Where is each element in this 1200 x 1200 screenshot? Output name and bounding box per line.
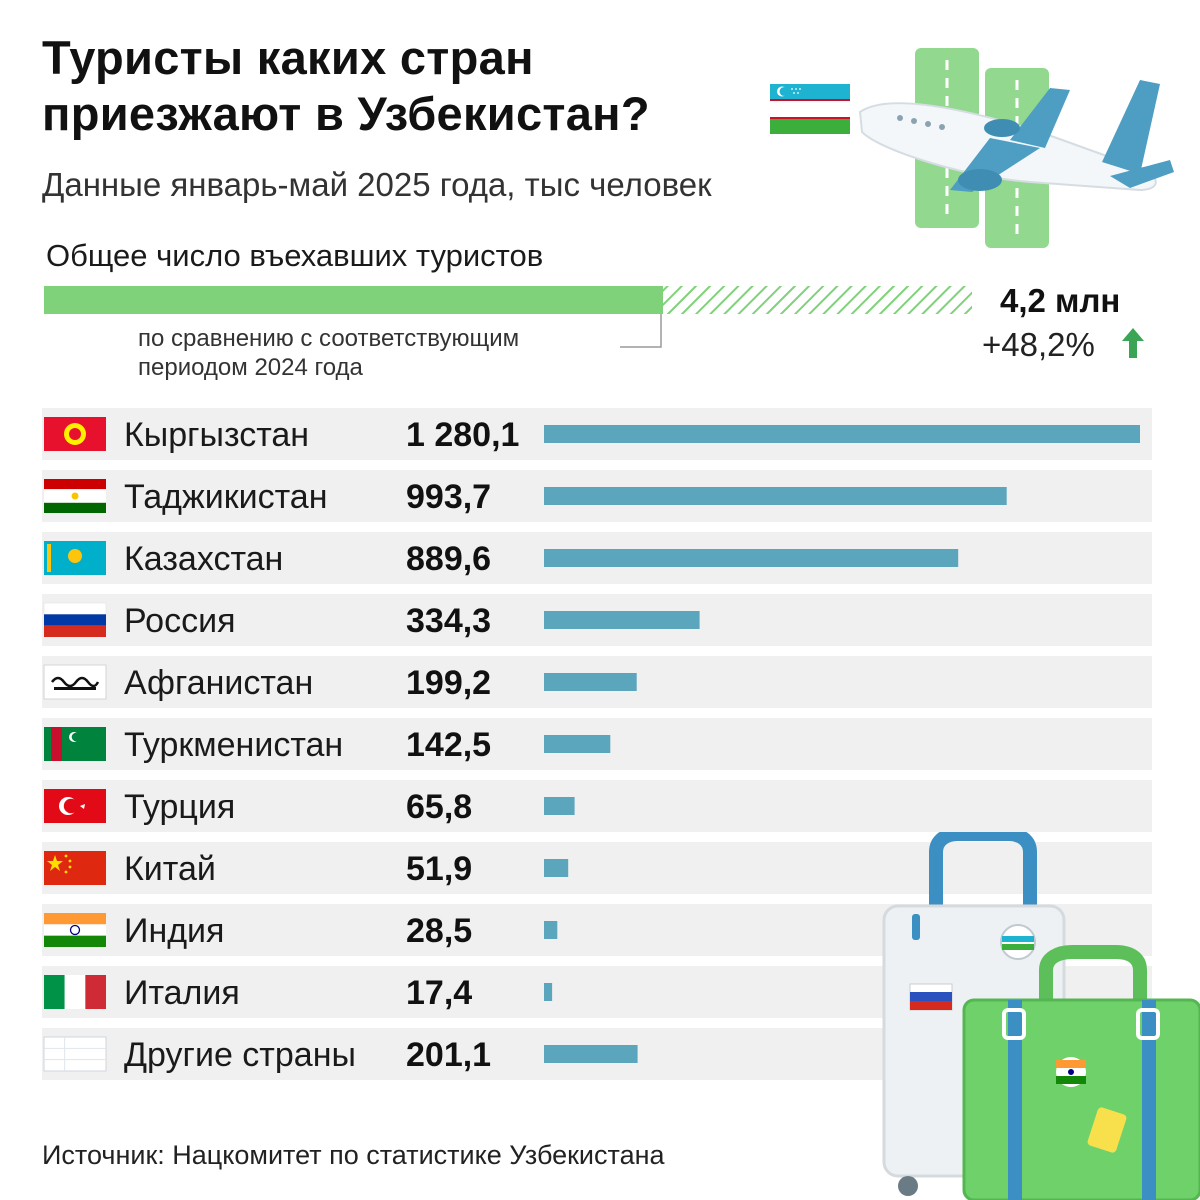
total-value: 4,2 млн — [1000, 282, 1121, 319]
category-label: Туркменистан — [124, 726, 343, 764]
value-label: 1 280,1 — [406, 416, 519, 454]
category-label: Кыргызстан — [124, 416, 309, 454]
comparison-leader-line — [620, 314, 662, 348]
tajikistan-flag-icon — [44, 479, 106, 513]
category-label: Казахстан — [124, 540, 283, 578]
china-flag-icon — [44, 851, 106, 885]
row-background — [42, 780, 1152, 832]
chart-row: Турция 65,8 — [42, 780, 1152, 832]
value-label: 17,4 — [406, 974, 472, 1012]
bar — [544, 425, 1140, 443]
category-label: Турция — [124, 788, 235, 826]
chart-row: Россия 334,3 — [42, 594, 1152, 646]
title-line-1: Туристы каких стран — [42, 31, 534, 84]
bar — [544, 859, 569, 877]
chart-row: Кыргызстан 1 280,1 — [42, 408, 1152, 460]
bar — [544, 1045, 638, 1063]
comparison-note-line-1: по сравнению с соответствующим — [138, 325, 520, 352]
india-flag-icon — [44, 913, 106, 947]
chart-row: Казахстан 889,6 — [42, 532, 1152, 584]
total-bar-prior-period — [44, 286, 663, 314]
value-label: 51,9 — [406, 850, 472, 888]
value-label: 889,6 — [406, 540, 491, 578]
other-countries-flag-icon — [43, 1036, 107, 1072]
bar — [544, 611, 700, 629]
value-label: 65,8 — [406, 788, 472, 826]
value-label: 199,2 — [406, 664, 491, 702]
chart-row: Таджикистан 993,7 — [42, 470, 1152, 522]
value-label: 142,5 — [406, 726, 491, 764]
category-label: Таджикистан — [124, 478, 327, 516]
country-bar-chart: Кыргызстан 1 280,1 Таджикистан 993,7 Казахст… — [42, 408, 1152, 1080]
category-label: Россия — [124, 602, 236, 640]
bar — [544, 549, 959, 567]
bar — [544, 487, 1007, 505]
category-label: Китай — [124, 850, 216, 888]
value-label: 201,1 — [406, 1036, 491, 1074]
category-label: Индия — [124, 912, 224, 950]
afghanistan-flag-icon — [43, 664, 107, 700]
russia-flag-icon — [43, 602, 107, 637]
comparison-note: по сравнению с соответствующим периодом … — [138, 324, 519, 382]
italy-flag-icon — [44, 975, 106, 1009]
turkmenistan-flag-icon — [44, 727, 106, 761]
kyrgyzstan-flag-icon — [44, 417, 106, 451]
bar — [544, 797, 575, 815]
growth-arrow-icon — [1122, 328, 1144, 358]
chart-row: Туркменистан 142,5 — [42, 718, 1152, 770]
uzbekistan-flag-icon — [770, 84, 850, 134]
row-background — [42, 842, 1152, 894]
bar — [544, 921, 558, 939]
source-note: Источник: Нацкомитет по статистике Узбек… — [42, 1140, 665, 1170]
chart-subtitle: Данные январь-май 2025 года, тыс человек — [42, 166, 712, 203]
total-label: Общее число въехавших туристов — [46, 238, 544, 273]
total-growth: +48,2% — [982, 326, 1095, 363]
bar — [544, 673, 637, 691]
airplane-illustration — [858, 48, 1174, 248]
chart-title: Туристы каких стран приезжают в Узбекист… — [42, 30, 802, 142]
chart-row: Китай 51,9 — [42, 842, 1152, 894]
value-label: 993,7 — [406, 478, 491, 516]
category-label: Италия — [124, 974, 240, 1012]
chart-row: Афганистан 199,2 — [42, 656, 1152, 708]
comparison-note-line-2: периодом 2024 года — [138, 354, 363, 381]
luggage-illustration — [882, 832, 1200, 1200]
category-label: Афганистан — [124, 664, 313, 702]
category-label: Другие страны — [124, 1036, 356, 1074]
bar — [544, 983, 553, 1001]
total-bar — [44, 286, 972, 314]
value-label: 334,3 — [406, 602, 491, 640]
value-label: 28,5 — [406, 912, 472, 950]
bar — [544, 735, 611, 753]
kazakhstan-flag-icon — [44, 541, 106, 575]
title-line-2: приезжают в Узбекистан? — [42, 87, 650, 140]
turkey-flag-icon — [44, 789, 106, 823]
